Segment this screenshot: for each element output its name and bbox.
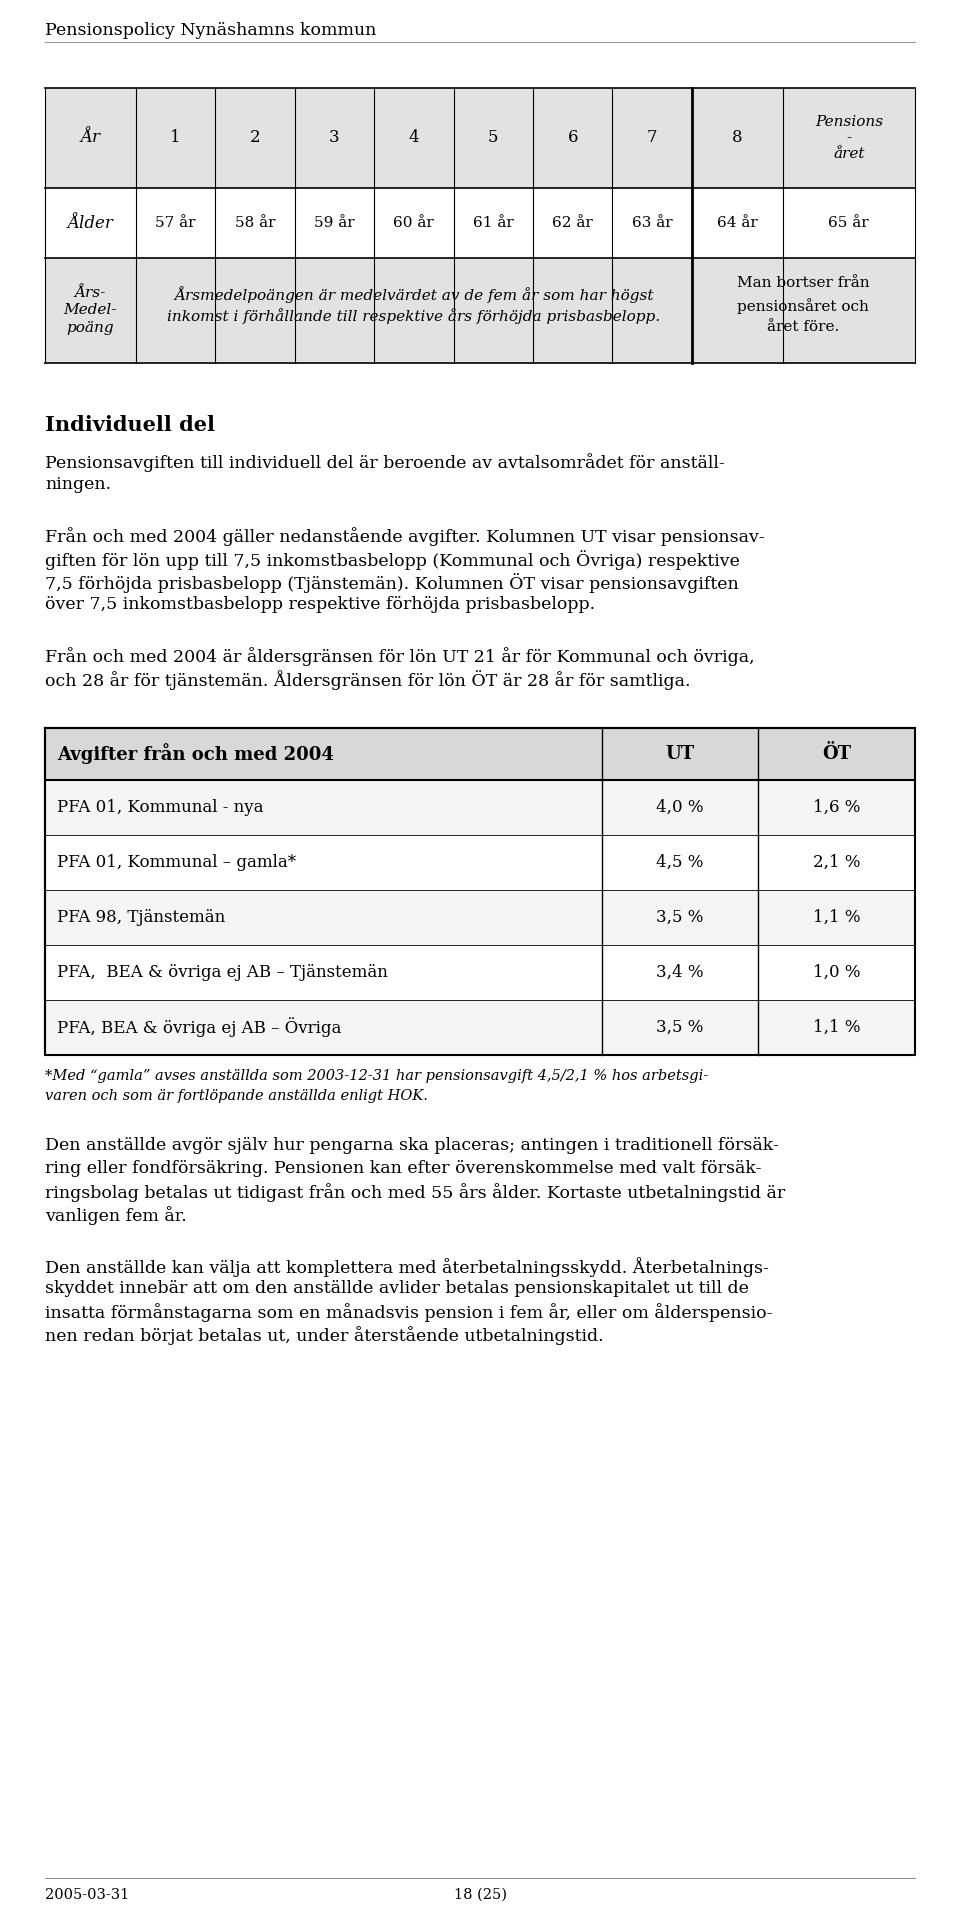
Text: Års-
Medel-
poäng: Års- Medel- poäng <box>63 286 117 334</box>
Text: År: År <box>81 129 101 146</box>
Bar <box>45 891 915 945</box>
Text: Från och med 2004 gäller nedanstående avgifter. Kolumnen UT visar pensionsav-: Från och med 2004 gäller nedanstående av… <box>45 526 765 545</box>
Text: insatta förmånstagarna som en månadsvis pension i fem år, eller om ålderspensio-: insatta förmånstagarna som en månadsvis … <box>45 1304 773 1321</box>
Text: 65 år: 65 år <box>828 217 869 230</box>
Text: Avgifter från och med 2004: Avgifter från och med 2004 <box>57 743 334 764</box>
Bar <box>45 780 915 835</box>
Text: 1,6 %: 1,6 % <box>813 799 860 816</box>
Text: Pensionspolicy Nynäshamns kommun: Pensionspolicy Nynäshamns kommun <box>45 21 376 38</box>
Text: PFA,  BEA & övriga ej AB – Tjänstemän: PFA, BEA & övriga ej AB – Tjänstemän <box>57 964 388 981</box>
Text: Från och med 2004 är åldersgränsen för lön UT 21 år för Kommunal och övriga,: Från och med 2004 är åldersgränsen för l… <box>45 647 755 666</box>
Text: 58 år: 58 år <box>234 217 276 230</box>
Bar <box>45 728 915 780</box>
Text: 60 år: 60 år <box>394 217 434 230</box>
Text: varen och som är fortlöpande anställda enligt HOK.: varen och som är fortlöpande anställda e… <box>45 1089 428 1102</box>
Bar <box>45 257 915 363</box>
Text: 1,0 %: 1,0 % <box>813 964 860 981</box>
Text: 62 år: 62 år <box>552 217 593 230</box>
Bar <box>45 188 915 257</box>
Text: och 28 år för tjänstemän. Åldersgränsen för lön ÖT är 28 år för samtliga.: och 28 år för tjänstemän. Åldersgränsen … <box>45 670 690 689</box>
Text: PFA 01, Kommunal - nya: PFA 01, Kommunal - nya <box>57 799 263 816</box>
Text: 8: 8 <box>732 129 742 146</box>
Text: Den anställde kan välja att komplettera med återbetalningsskydd. Återbetalnings-: Den anställde kan välja att komplettera … <box>45 1258 769 1277</box>
Text: 64 år: 64 år <box>717 217 757 230</box>
Text: ringsbolag betalas ut tidigast från och med 55 års ålder. Kortaste utbetalningst: ringsbolag betalas ut tidigast från och … <box>45 1183 785 1202</box>
Text: inkomst i förhållande till respektive års förhöjda prisbasbelopp.: inkomst i förhållande till respektive år… <box>167 307 660 324</box>
Text: *Med “gamla” avses anställda som 2003-12-31 har pensionsavgift 4,5/2,1 % hos arb: *Med “gamla” avses anställda som 2003-12… <box>45 1069 708 1083</box>
Text: giften för lön upp till 7,5 inkomstbasbelopp (Kommunal och Övriga) respektive: giften för lön upp till 7,5 inkomstbasbe… <box>45 549 740 570</box>
Text: ring eller fondförsäkring. Pensionen kan efter överenskommelse med valt försäk-: ring eller fondförsäkring. Pensionen kan… <box>45 1160 761 1177</box>
Text: PFA 01, Kommunal – gamla*: PFA 01, Kommunal – gamla* <box>57 854 296 872</box>
Text: 4: 4 <box>409 129 420 146</box>
Text: PFA, BEA & övriga ej AB – Övriga: PFA, BEA & övriga ej AB – Övriga <box>57 1018 342 1037</box>
Text: 57 år: 57 år <box>156 217 196 230</box>
Bar <box>45 945 915 1000</box>
Text: Individuell del: Individuell del <box>45 415 215 436</box>
Text: Man bortser från: Man bortser från <box>737 276 870 290</box>
Text: 1: 1 <box>170 129 180 146</box>
Text: UT: UT <box>665 745 695 762</box>
Bar <box>45 1000 915 1054</box>
Bar <box>45 88 915 188</box>
Text: 3,5 %: 3,5 % <box>657 908 704 925</box>
Bar <box>45 835 915 891</box>
Text: 1,1 %: 1,1 % <box>813 1020 860 1037</box>
Text: skyddet innebär att om den anställde avlider betalas pensionskapitalet ut till d: skyddet innebär att om den anställde avl… <box>45 1281 749 1298</box>
Text: 5: 5 <box>488 129 498 146</box>
Text: 1,1 %: 1,1 % <box>813 908 860 925</box>
Text: 4,0 %: 4,0 % <box>657 799 704 816</box>
Text: året före.: året före. <box>767 321 840 334</box>
Text: 61 år: 61 år <box>473 217 514 230</box>
Text: vanligen fem år.: vanligen fem år. <box>45 1206 187 1225</box>
Text: 59 år: 59 år <box>314 217 354 230</box>
Text: 3,5 %: 3,5 % <box>657 1020 704 1037</box>
Text: 3,4 %: 3,4 % <box>657 964 704 981</box>
Text: Årsmedelpoängen är medelvärdet av de fem år som har högst: Årsmedelpoängen är medelvärdet av de fem… <box>174 286 654 303</box>
Text: 63 år: 63 år <box>632 217 672 230</box>
Text: 4,5 %: 4,5 % <box>657 854 704 872</box>
Text: Pensionsavgiften till individuell del är beroende av avtalsområdet för anställ-: Pensionsavgiften till individuell del är… <box>45 453 725 472</box>
Text: nen redan börjat betalas ut, under återstående utbetalningstid.: nen redan börjat betalas ut, under åters… <box>45 1327 604 1344</box>
Text: 2005-03-31: 2005-03-31 <box>45 1887 130 1903</box>
Text: Ålder: Ålder <box>67 215 113 232</box>
Text: 7,5 förhöjda prisbasbelopp (Tjänstemän). Kolumnen ÖT visar pensionsavgiften: 7,5 förhöjda prisbasbelopp (Tjänstemän).… <box>45 572 739 593</box>
Text: 2: 2 <box>250 129 260 146</box>
Text: 18 (25): 18 (25) <box>453 1887 507 1903</box>
Text: 6: 6 <box>567 129 578 146</box>
Text: 3: 3 <box>329 129 340 146</box>
Text: över 7,5 inkomstbasbelopp respektive förhöjda prisbasbelopp.: över 7,5 inkomstbasbelopp respektive för… <box>45 595 595 612</box>
Text: PFA 98, Tjänstemän: PFA 98, Tjänstemän <box>57 908 226 925</box>
Text: 7: 7 <box>647 129 658 146</box>
Text: 2,1 %: 2,1 % <box>813 854 860 872</box>
Text: Pensions
-
året: Pensions - året <box>815 115 883 161</box>
Text: ningen.: ningen. <box>45 476 111 493</box>
Text: ÖT: ÖT <box>822 745 852 762</box>
Text: Den anställde avgör själv hur pengarna ska placeras; antingen i traditionell för: Den anställde avgör själv hur pengarna s… <box>45 1137 779 1154</box>
Text: pensionsåret och: pensionsåret och <box>737 298 870 313</box>
